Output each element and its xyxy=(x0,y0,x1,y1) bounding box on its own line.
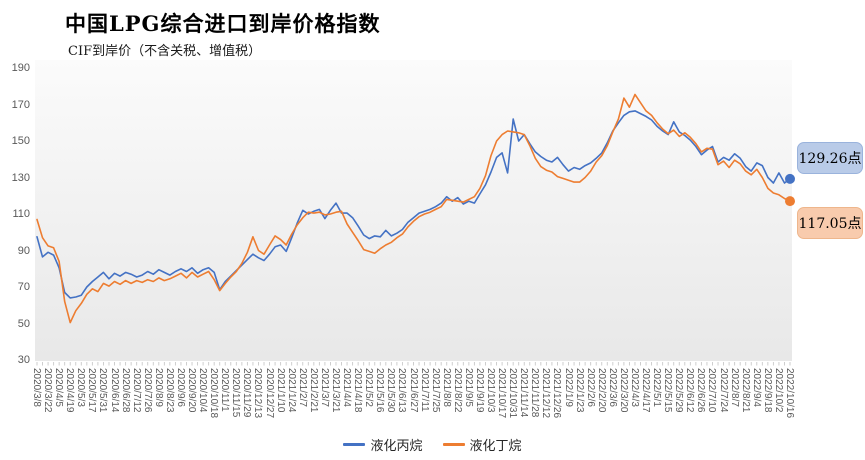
x-tick-label: 2021/8/8 xyxy=(440,368,452,407)
x-tick-label: 2020/11/1 xyxy=(219,368,231,412)
butane-end-marker xyxy=(785,196,795,207)
x-tick-label: 2022/7/10 xyxy=(706,368,718,413)
x-tick-label: 2020/12/27 xyxy=(263,368,275,419)
y-tick-label: 90 xyxy=(17,244,30,257)
y-tick-label: 170 xyxy=(11,98,30,111)
x-tick-label: 2021/10/3 xyxy=(485,368,496,413)
x-tick-label: 2021/11/28 xyxy=(529,368,541,418)
legend-item-propane: 液化丙烷 xyxy=(343,435,423,454)
butane-value-callout: 117.05点 xyxy=(797,207,863,239)
chart-title: 中国LPG综合进口到岸价格指数 xyxy=(65,11,381,36)
x-tick-label: 2020/5/17 xyxy=(86,368,98,413)
x-tick-label: 2022/7/24 xyxy=(717,368,729,413)
x-tick-label: 2020/5/31 xyxy=(97,368,109,413)
x-tick-label: 2022/5/1 xyxy=(651,368,663,407)
x-tick-label: 2022/9/18 xyxy=(761,368,773,413)
x-tick-label: 2021/6/13 xyxy=(396,368,408,413)
x-tick-label: 2020/8/23 xyxy=(163,368,175,413)
x-tick-label: 2021/12/12 xyxy=(540,368,552,419)
x-tick-label: 2021/5/2 xyxy=(363,368,375,407)
butane-line xyxy=(36,93,791,324)
butane-value-text: 117.05点 xyxy=(798,216,862,232)
x-tick-label: 2021/1/10 xyxy=(274,368,286,413)
x-tick-label: 2020/4/19 xyxy=(64,368,76,413)
x-tick-label: 2020/10/18 xyxy=(208,368,220,419)
x-tick-label: 2020/11/15 xyxy=(230,368,242,418)
x-tick-label: 2021/9/5 xyxy=(462,368,474,407)
propane-line-swatch xyxy=(343,442,366,446)
x-tick-label: 2020/7/12 xyxy=(130,368,142,413)
x-tick-label: 2020/11/29 xyxy=(241,368,253,418)
legend-item-butane: 液化丁烷 xyxy=(442,435,522,454)
x-tick-label: 2022/8/21 xyxy=(739,368,751,413)
chart-legend: 液化丙烷 液化丁烷 xyxy=(0,433,865,455)
butane-legend-label: 液化丁烷 xyxy=(469,437,522,453)
x-tick-label: 2021/10/17 xyxy=(496,368,508,419)
x-tick-label: 2020/5/3 xyxy=(75,368,87,407)
x-tick-label: 2021/3/7 xyxy=(318,368,330,407)
butane-line-swatch xyxy=(442,442,465,446)
x-tick-label: 2022/4/17 xyxy=(640,368,652,413)
x-tick-label: 2020/3/22 xyxy=(42,368,54,413)
y-tick-label: 130 xyxy=(11,171,30,184)
x-tick-label: 2020/10/4 xyxy=(197,368,209,413)
x-tick-label: 2021/10/31 xyxy=(507,368,519,419)
x-tick-label: 2021/5/30 xyxy=(385,368,397,413)
x-tick-label: 2021/11/14 xyxy=(518,368,530,418)
x-tick-label: 2021/7/25 xyxy=(429,368,441,413)
x-tick-label: 2022/2/20 xyxy=(595,368,607,413)
y-tick-label: 150 xyxy=(11,135,30,147)
propane-end-marker xyxy=(785,173,795,184)
x-tick-label: 2020/12/13 xyxy=(252,368,264,419)
x-tick-label: 2021/9/19 xyxy=(473,368,485,413)
x-tick-label: 2022/5/15 xyxy=(662,368,674,413)
x-tick-label: 2021/3/21 xyxy=(329,368,341,413)
x-tick-label: 2021/7/11 xyxy=(418,368,430,412)
y-tick-label: 110 xyxy=(12,208,30,220)
x-tick-label: 2022/8/7 xyxy=(728,368,740,407)
x-tick-label: 2022/2/6 xyxy=(584,368,596,407)
x-tick-label: 2021/8/22 xyxy=(451,368,463,413)
x-tick-label: 2021/5/16 xyxy=(374,368,386,413)
x-tick-label: 2022/10/16 xyxy=(784,368,795,419)
x-tick-label: 2021/2/7 xyxy=(296,368,308,407)
y-tick-label: 70 xyxy=(17,281,30,293)
y-tick-label: 50 xyxy=(17,317,30,330)
x-tick-label: 2022/9/4 xyxy=(750,368,762,407)
x-tick-label: 2022/3/6 xyxy=(606,368,618,407)
x-tick-label: 2020/4/5 xyxy=(53,368,65,407)
x-tick-label: 2020/6/28 xyxy=(119,368,131,413)
plot-background xyxy=(35,60,792,361)
x-tick-label: 2022/5/29 xyxy=(673,368,685,413)
x-tick-label: 2022/6/12 xyxy=(684,368,696,413)
x-tick-label: 2021/12/26 xyxy=(551,368,563,419)
x-tick-label: 2021/6/27 xyxy=(407,368,419,413)
x-tick-label: 2021/2/21 xyxy=(307,368,319,413)
x-tick-label: 2022/1/23 xyxy=(573,368,585,413)
x-tick-label: 2021/1/24 xyxy=(285,368,297,413)
propane-legend-label: 液化丙烷 xyxy=(370,437,423,453)
x-tick-label: 2022/6/26 xyxy=(695,368,707,413)
y-tick-label: 30 xyxy=(17,354,30,366)
x-tick-label: 2020/6/14 xyxy=(108,368,120,413)
propane-value-text: 129.26点 xyxy=(798,151,862,167)
x-tick-label: 2022/10/2 xyxy=(772,368,784,413)
propane-value-callout: 129.26点 xyxy=(797,142,863,174)
x-tick-label: 2020/7/26 xyxy=(141,368,153,413)
propane-line xyxy=(36,110,791,299)
x-tick-label: 2022/1/9 xyxy=(562,368,574,407)
x-tick-label: 2021/4/4 xyxy=(341,368,353,407)
x-tick-label: 2020/8/9 xyxy=(152,368,164,407)
y-tick-label: 190 xyxy=(11,62,30,74)
x-tick-label: 2022/4/3 xyxy=(628,368,640,407)
chart-subtitle: CIF到岸价（不含关税、增值税） xyxy=(68,44,262,59)
x-tick-label: 2022/3/20 xyxy=(617,368,629,413)
x-tick-label: 2020/3/8 xyxy=(31,368,42,407)
x-tick-label: 2020/9/6 xyxy=(174,368,186,407)
x-tick-label: 2021/4/18 xyxy=(352,368,364,413)
x-tick-label: 2020/9/20 xyxy=(186,368,198,413)
